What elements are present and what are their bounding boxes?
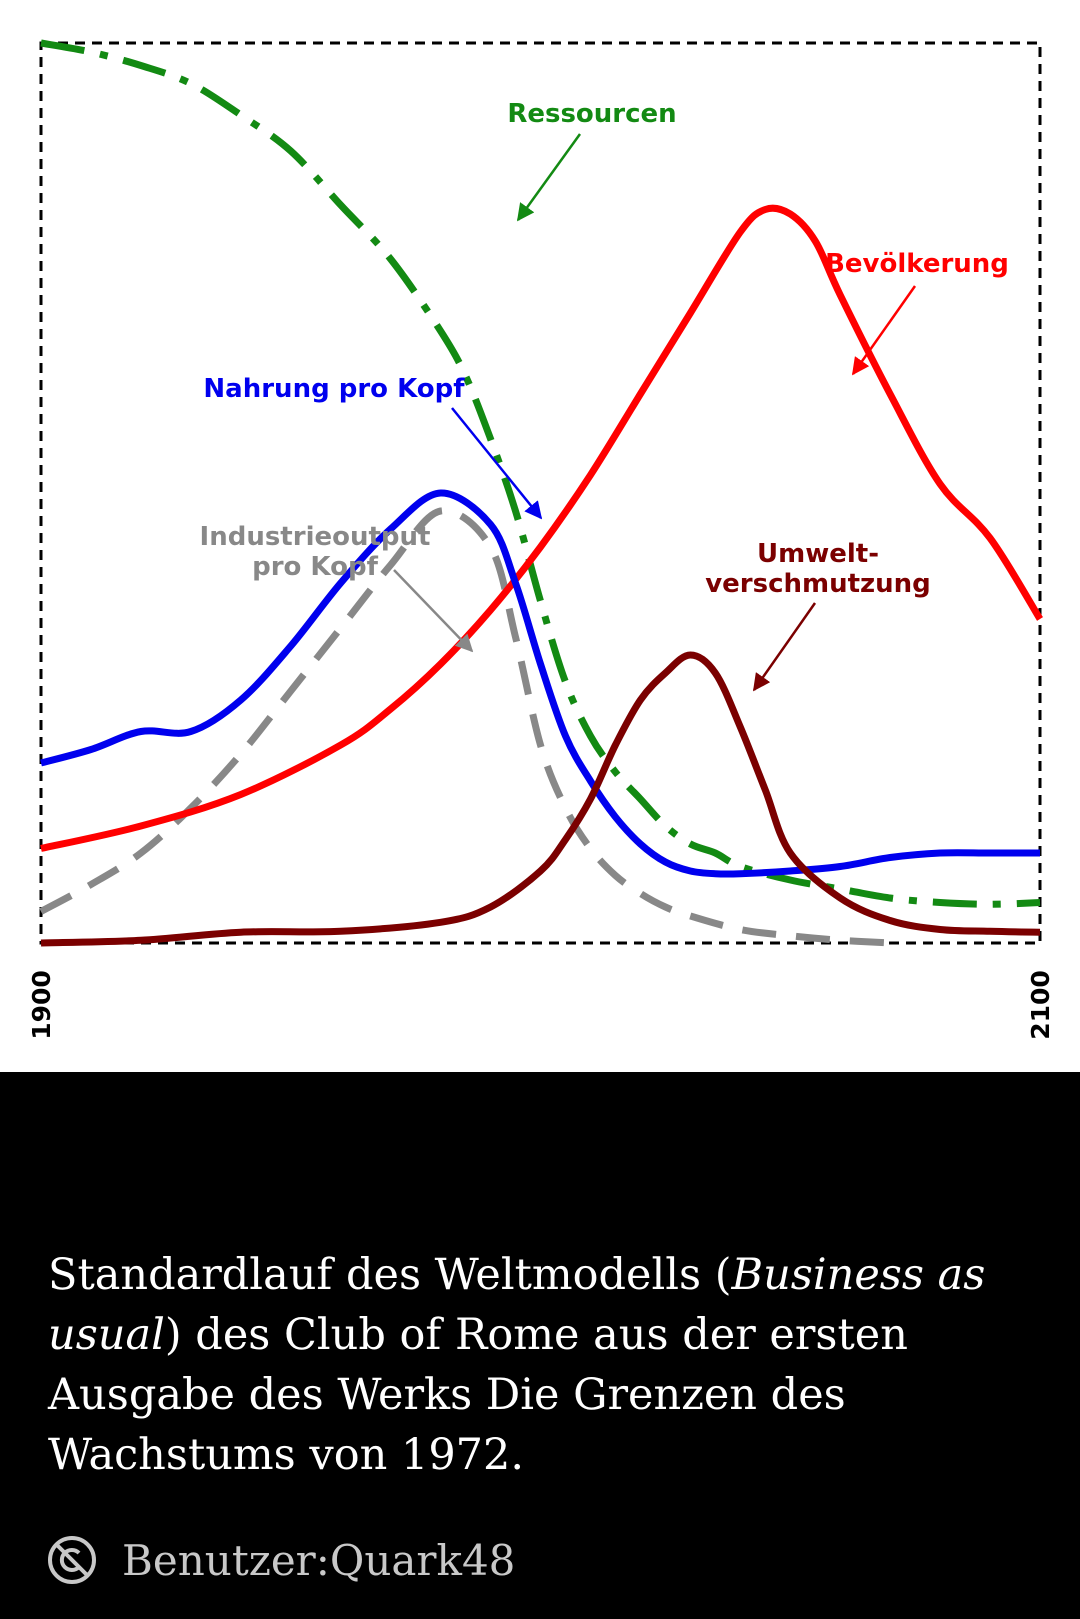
annotation-label: Bevölkerung <box>825 249 1009 279</box>
annotation-label: verschmutzung <box>705 569 931 599</box>
caption-text-2: ) des Club of Rome aus der ersten Ausgab… <box>48 1310 908 1480</box>
annotation-arrow <box>451 407 543 520</box>
public-domain-icon <box>48 1536 96 1584</box>
series-line-industrieoutput-pro-kopf <box>39 507 891 947</box>
author-label: Benutzer:Quark48 <box>122 1535 516 1585</box>
annotation-arrow <box>516 133 582 222</box>
annotation-label: Industrieoutput <box>200 522 431 552</box>
caption-italic-1: Business as usual <box>48 1250 986 1360</box>
annotation-arrow <box>752 602 817 692</box>
annotation-arrow <box>851 285 917 376</box>
limits-to-growth-chart: Ressourcen Bevölkerung Nahrung pro Kopf Ind… <box>27 39 1055 1040</box>
attribution-row[interactable]: Benutzer:Quark48 <box>46 1530 515 1590</box>
series-line-nahrung-pro-kopf <box>40 489 1040 878</box>
annotation-label: Umwelt- <box>757 539 879 569</box>
figure-area[interactable]: Ressourcen Bevölkerung Nahrung pro Kopf Ind… <box>0 0 1080 1072</box>
plot-frame <box>39 41 1042 945</box>
x-tick-label: 1900 <box>27 970 56 1040</box>
annotation-arrow <box>393 569 474 653</box>
series-line-bevölkerung <box>40 204 1043 852</box>
annotation-label: Nahrung pro Kopf <box>203 374 465 404</box>
image-caption: Standardlauf des Weltmodells (Business a… <box>48 1245 1008 1485</box>
series-line-umweltverschmutzung <box>40 651 1041 947</box>
x-tick-label: 2100 <box>1026 970 1055 1040</box>
series-line-ressourcen <box>40 39 1041 908</box>
caption-text-1: Standardlauf des Weltmodells ( <box>48 1250 732 1300</box>
annotation-label: Ressourcen <box>507 99 676 129</box>
annotation-label: pro Kopf <box>252 552 379 582</box>
